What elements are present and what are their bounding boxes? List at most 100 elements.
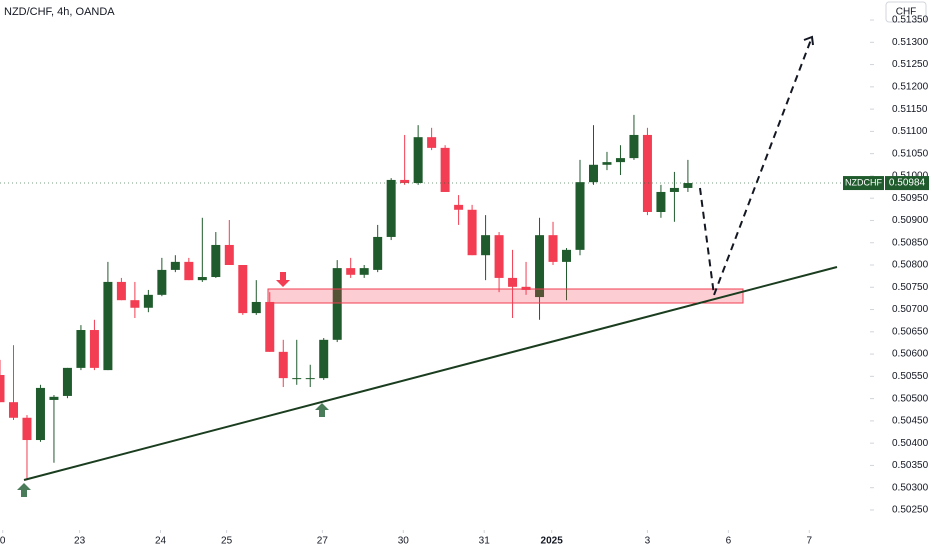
candle-body bbox=[562, 249, 572, 262]
candle-body bbox=[211, 244, 221, 278]
candle-body bbox=[62, 367, 72, 396]
candle-body bbox=[359, 268, 369, 275]
projection-path bbox=[699, 36, 813, 296]
chart-title: NZD/CHF, 4h, OANDA bbox=[4, 6, 115, 18]
candle-body bbox=[224, 244, 234, 265]
x-tick-label: 25 bbox=[221, 536, 233, 547]
y-tick-label: 0.50450 bbox=[892, 416, 929, 427]
candle-body bbox=[35, 387, 45, 441]
x-tick-label: 24 bbox=[155, 536, 167, 547]
candle-body bbox=[157, 269, 167, 295]
candle-body bbox=[413, 137, 423, 184]
y-tick-label: 0.50850 bbox=[892, 237, 929, 248]
y-tick-label: 0.51250 bbox=[892, 59, 929, 70]
candle-body bbox=[251, 301, 261, 314]
candle-body bbox=[346, 268, 356, 275]
y-tick-label: 0.51300 bbox=[892, 37, 929, 48]
down-arrow bbox=[276, 272, 290, 287]
y-tick-label: 0.50950 bbox=[892, 193, 929, 204]
candle-body bbox=[373, 236, 383, 270]
y-tick-label: 0.50400 bbox=[892, 438, 929, 449]
x-tick-label: 30 bbox=[398, 536, 410, 547]
candle-body bbox=[615, 158, 625, 163]
drawings bbox=[17, 35, 838, 497]
candle-body bbox=[588, 164, 598, 183]
candle-body bbox=[0, 375, 5, 403]
x-tick-label: 7 bbox=[807, 536, 813, 547]
candle-body bbox=[130, 300, 140, 308]
resistance-zone bbox=[267, 288, 744, 304]
candle-body bbox=[76, 330, 86, 368]
y-tick-label: 0.51350 bbox=[892, 15, 929, 26]
candle-body bbox=[508, 277, 518, 287]
x-tick-label: 0 bbox=[0, 536, 6, 547]
y-tick-label: 0.51050 bbox=[892, 148, 929, 159]
candle-body bbox=[103, 281, 113, 371]
y-tick-label: 0.50300 bbox=[892, 482, 929, 493]
candle-body bbox=[656, 191, 666, 212]
candle-body bbox=[467, 209, 477, 256]
candle-body bbox=[197, 277, 207, 281]
x-tick-label: 31 bbox=[479, 536, 491, 547]
symbol-box bbox=[843, 176, 884, 191]
candle-body bbox=[427, 137, 437, 148]
candle-body bbox=[143, 294, 153, 308]
last-price-label: 0.50984 bbox=[889, 178, 926, 189]
candle-body bbox=[521, 286, 531, 290]
candle-body bbox=[22, 417, 32, 441]
candle-body bbox=[481, 235, 491, 256]
x-tick-label: 6 bbox=[726, 536, 732, 547]
candle-body bbox=[319, 339, 329, 379]
candle-body bbox=[669, 187, 679, 192]
candle-body bbox=[602, 162, 612, 165]
x-tick-label: 2025 bbox=[541, 536, 564, 547]
up-arrow bbox=[17, 483, 31, 497]
candle-body bbox=[386, 179, 396, 237]
up-arrow bbox=[315, 403, 329, 417]
projection-arrow-head bbox=[803, 35, 814, 46]
y-tick-label: 0.50500 bbox=[892, 393, 929, 404]
y-tick-label: 0.51200 bbox=[892, 81, 929, 92]
last-price-box bbox=[885, 176, 929, 191]
y-tick-label: 0.50550 bbox=[892, 371, 929, 382]
y-tick-label: 0.50800 bbox=[892, 260, 929, 271]
y-tick-label: 0.50650 bbox=[892, 326, 929, 337]
currency-label[interactable]: CHF bbox=[896, 7, 917, 18]
candle-body bbox=[89, 330, 99, 368]
candle-body bbox=[49, 396, 59, 400]
x-tick-label: 23 bbox=[74, 536, 86, 547]
plot-area bbox=[0, 114, 693, 481]
y-tick-label: 0.50250 bbox=[892, 505, 929, 516]
y-tick-label: 0.50900 bbox=[892, 215, 929, 226]
y-tick-label: 0.50750 bbox=[892, 282, 929, 293]
y-tick-label: 0.51150 bbox=[892, 104, 928, 115]
candle-body bbox=[642, 134, 652, 212]
x-tick-label: 27 bbox=[317, 536, 329, 547]
candle-body bbox=[292, 378, 302, 380]
candle-body bbox=[238, 265, 248, 314]
currency-button[interactable] bbox=[885, 1, 927, 23]
candle-body bbox=[548, 235, 558, 262]
candle-body bbox=[278, 351, 288, 379]
symbol-label: NZDCHF bbox=[845, 177, 882, 187]
x-tick-label: 3 bbox=[645, 536, 651, 547]
y-tick-label: 0.50600 bbox=[892, 349, 929, 360]
candle-body bbox=[170, 261, 180, 270]
candle-body bbox=[116, 281, 126, 301]
candle-body bbox=[332, 268, 342, 340]
candle-body bbox=[305, 378, 315, 380]
candle-body bbox=[575, 182, 585, 250]
candle-body bbox=[494, 235, 504, 278]
candle-body bbox=[535, 235, 545, 298]
candle-body bbox=[440, 147, 450, 192]
y-tick-label: 0.51100 bbox=[892, 126, 928, 137]
candle-body bbox=[400, 179, 410, 184]
candle-body bbox=[454, 204, 464, 210]
trend-line bbox=[23, 266, 838, 481]
candle-body bbox=[8, 402, 18, 418]
candle-body bbox=[683, 183, 693, 188]
candle-body bbox=[265, 301, 275, 352]
axes: 0.50250 0.50300 0.50350 0.50400 0.50450 0.505… bbox=[0, 15, 929, 547]
y-tick-label: 0.50700 bbox=[892, 304, 929, 315]
